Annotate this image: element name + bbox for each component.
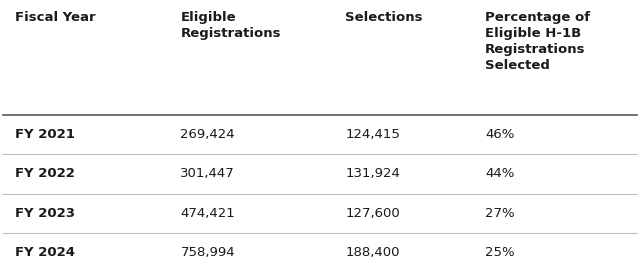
Text: FY 2021: FY 2021 — [15, 128, 76, 141]
Text: 758,994: 758,994 — [180, 246, 235, 259]
Text: 269,424: 269,424 — [180, 128, 235, 141]
Text: Eligible
Registrations: Eligible Registrations — [180, 11, 281, 40]
Text: Percentage of
Eligible H-1B
Registrations
Selected: Percentage of Eligible H-1B Registration… — [485, 11, 590, 72]
Text: FY 2023: FY 2023 — [15, 207, 76, 220]
Text: 46%: 46% — [485, 128, 515, 141]
Text: 474,421: 474,421 — [180, 207, 235, 220]
Text: 44%: 44% — [485, 167, 515, 181]
Text: 27%: 27% — [485, 207, 515, 220]
Text: 127,600: 127,600 — [346, 207, 400, 220]
Text: 124,415: 124,415 — [346, 128, 400, 141]
Text: 25%: 25% — [485, 246, 515, 259]
Text: FY 2024: FY 2024 — [15, 246, 76, 259]
Text: 131,924: 131,924 — [346, 167, 400, 181]
Text: 301,447: 301,447 — [180, 167, 235, 181]
Text: 188,400: 188,400 — [346, 246, 400, 259]
Text: FY 2022: FY 2022 — [15, 167, 76, 181]
Text: Selections: Selections — [346, 11, 423, 24]
Text: Fiscal Year: Fiscal Year — [15, 11, 96, 24]
